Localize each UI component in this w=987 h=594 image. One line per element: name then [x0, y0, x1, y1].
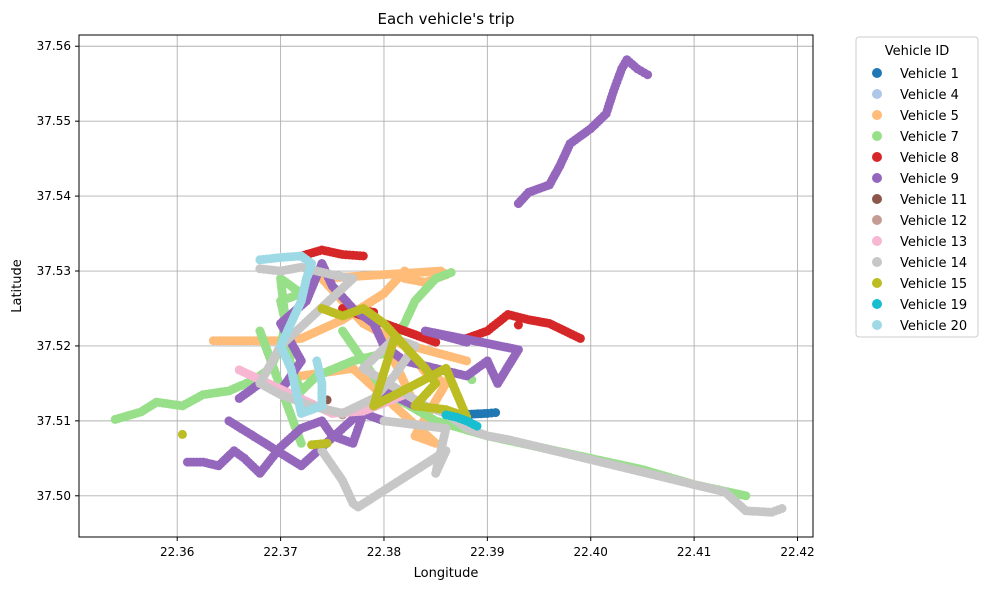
y-axis-ticks: 37.50 37.51 37.52 37.53 37.54 37.55 37.56 [37, 39, 79, 503]
legend-marker [872, 110, 882, 120]
x-tick-label: 22.41 [677, 545, 711, 559]
data-point [446, 268, 456, 277]
legend-marker [872, 68, 882, 78]
y-tick-label: 37.52 [37, 339, 71, 353]
legend-label: Vehicle 7 [900, 130, 959, 145]
data-points [110, 55, 787, 517]
legend-items: Vehicle 1 Vehicle 4 Vehicle 5 Vehicle 7 Vehi… [872, 67, 967, 334]
x-tick-label: 22.40 [574, 545, 608, 559]
legend-marker [872, 215, 882, 225]
y-tick-label: 37.56 [37, 39, 71, 53]
y-tick-label: 37.50 [37, 489, 71, 503]
x-tick-label: 22.39 [470, 545, 504, 559]
data-point [177, 429, 187, 439]
x-tick-label: 22.42 [780, 545, 814, 559]
legend-marker [872, 299, 882, 309]
legend-label: Vehicle 15 [900, 277, 967, 292]
chart-title: Each vehicle's trip [377, 10, 514, 28]
data-point [322, 438, 332, 448]
x-axis-label: Longitude [414, 566, 479, 581]
y-axis-label: Latitude [10, 259, 25, 313]
x-tick-label: 22.36 [160, 545, 194, 559]
legend-marker [872, 152, 882, 162]
data-point [741, 491, 751, 501]
legend-marker [872, 236, 882, 246]
x-axis-ticks: 22.36 22.37 22.38 22.39 22.40 22.41 22.42 [160, 537, 815, 559]
data-point [379, 416, 389, 426]
legend-label: Vehicle 12 [900, 214, 967, 229]
data-point [513, 320, 523, 330]
legend-title: Vehicle ID [885, 44, 949, 59]
data-point [643, 70, 653, 80]
x-tick-label: 22.38 [367, 545, 401, 559]
data-point [777, 504, 787, 513]
data-point [575, 333, 585, 343]
legend-box [855, 36, 979, 338]
plot-area-frame [78, 34, 814, 538]
legend-label: Vehicle 13 [900, 235, 967, 250]
legend-marker [872, 131, 882, 141]
legend-label: Vehicle 20 [900, 319, 967, 334]
legend-label: Vehicle 4 [900, 88, 959, 103]
legend-label: Vehicle 11 [900, 193, 967, 208]
legend-label: Vehicle 19 [900, 298, 967, 313]
y-tick-label: 37.51 [37, 414, 71, 428]
y-tick-label: 37.55 [37, 114, 71, 128]
data-point [472, 421, 482, 431]
x-tick-label: 22.37 [263, 545, 297, 559]
legend-marker [872, 173, 882, 183]
legend-label: Vehicle 1 [900, 67, 959, 82]
legend-marker [872, 89, 882, 99]
data-point [255, 326, 265, 336]
legend-label: Vehicle 14 [900, 256, 967, 271]
y-tick-label: 37.53 [37, 264, 71, 278]
data-point [462, 337, 472, 347]
legend-marker [872, 278, 882, 288]
data-point [491, 408, 501, 418]
grid-lines [79, 35, 813, 537]
legend-label: Vehicle 8 [900, 151, 959, 166]
data-point [312, 356, 322, 366]
legend-label: Vehicle 5 [900, 109, 959, 124]
legend-marker [872, 320, 882, 330]
data-point [389, 333, 399, 343]
legend-label: Vehicle 9 [900, 172, 959, 187]
y-tick-label: 37.54 [37, 189, 71, 203]
data-point [358, 251, 368, 261]
legend-marker [872, 194, 882, 204]
legend-marker [872, 257, 882, 267]
